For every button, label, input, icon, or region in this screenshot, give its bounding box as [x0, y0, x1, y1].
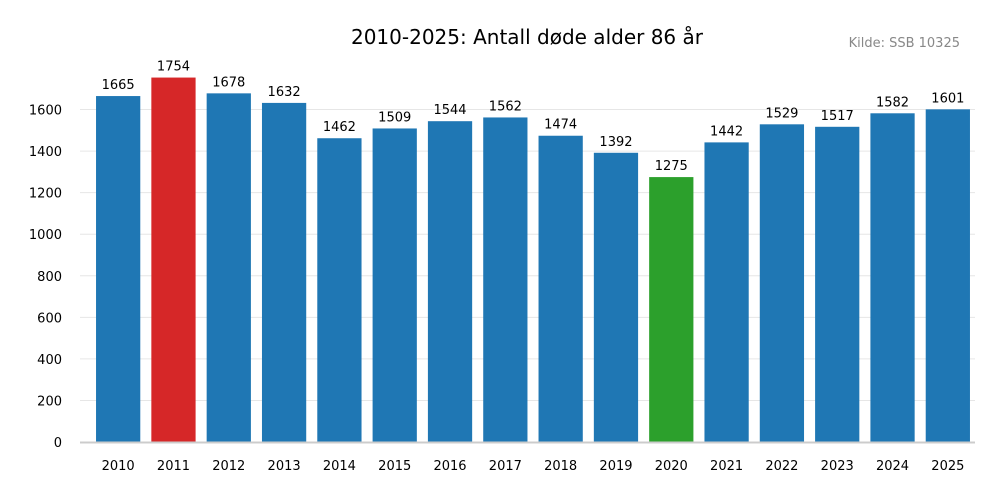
- x-tick-label-2012: 2012: [212, 459, 245, 474]
- x-tick-label-2016: 2016: [433, 459, 466, 474]
- bar-2012: [206, 93, 251, 443]
- data-labels: 1665 1754 1678 1632 1462 1509 1544 1562 1474 1392…: [102, 60, 965, 175]
- x-tick-label-2024: 2024: [876, 459, 909, 474]
- data-label-2018: 1474: [544, 118, 577, 133]
- y-tick-label: 0: [54, 436, 62, 451]
- x-tick-label-2014: 2014: [323, 459, 356, 474]
- bar-2021: [704, 142, 749, 442]
- x-tick-label-2018: 2018: [544, 459, 577, 474]
- data-label-2016: 1544: [433, 103, 466, 118]
- bar-2015: [372, 128, 417, 443]
- data-label-2022: 1529: [765, 106, 798, 121]
- data-label-2010: 1665: [102, 78, 135, 93]
- x-tick-label-2011: 2011: [157, 459, 190, 474]
- y-axis: 0 200 400 600 800 1000 1200 1400 1600: [29, 104, 975, 451]
- bar-2010: [96, 96, 141, 443]
- data-label-2024: 1582: [876, 95, 909, 110]
- y-tick-label: 400: [37, 353, 62, 368]
- bar-2017: [483, 117, 528, 442]
- x-tick-label-2023: 2023: [821, 459, 854, 474]
- x-tick-label-2022: 2022: [765, 459, 798, 474]
- y-tick-label: 1600: [29, 104, 62, 119]
- bar-2019: [593, 152, 639, 443]
- y-tick-label: 1000: [29, 228, 62, 243]
- x-tick-label-2019: 2019: [599, 459, 632, 474]
- chart-title: 2010-2025: Antall døde alder 86 år: [351, 25, 704, 49]
- source-note: Kilde: SSB 10325: [849, 36, 960, 51]
- x-tick-label-2013: 2013: [268, 459, 301, 474]
- x-tick-label-2017: 2017: [489, 459, 522, 474]
- data-label-2017: 1562: [489, 99, 522, 114]
- y-tick-label: 1400: [29, 145, 62, 160]
- bar-2022: [759, 124, 805, 443]
- x-tick-label-2010: 2010: [102, 459, 135, 474]
- x-tick-label-2025: 2025: [931, 459, 964, 474]
- data-label-2019: 1392: [599, 135, 632, 150]
- data-label-2025: 1601: [931, 91, 964, 106]
- data-label-2015: 1509: [378, 110, 411, 125]
- bars: [96, 77, 970, 443]
- bar-2018: [538, 135, 583, 443]
- data-label-2021: 1442: [710, 124, 743, 139]
- data-label-2023: 1517: [821, 109, 854, 124]
- data-label-2020: 1275: [655, 159, 688, 174]
- data-label-2013: 1632: [268, 85, 301, 100]
- data-label-2014: 1462: [323, 120, 356, 135]
- bar-2023: [815, 126, 860, 442]
- y-tick-label: 1200: [29, 187, 62, 202]
- y-tick-label: 800: [37, 270, 62, 285]
- bar-2024: [870, 113, 915, 442]
- x-tick-label-2015: 2015: [378, 459, 411, 474]
- x-axis: 2010 2011 2012 2013 2014 2015 2016 2017 2018 2019…: [102, 459, 965, 474]
- bar-2020: [649, 177, 694, 443]
- data-label-2011: 1754: [157, 60, 190, 75]
- y-tick-label: 600: [37, 311, 62, 326]
- bar-2014: [317, 138, 362, 442]
- bar-2013: [261, 102, 307, 442]
- x-tick-label-2020: 2020: [655, 459, 688, 474]
- data-label-2012: 1678: [212, 75, 245, 90]
- bar-2016: [427, 121, 473, 443]
- y-tick-label: 200: [37, 394, 62, 409]
- bar-2011: [151, 77, 196, 443]
- bar-2025: [925, 109, 970, 442]
- x-tick-label-2021: 2021: [710, 459, 743, 474]
